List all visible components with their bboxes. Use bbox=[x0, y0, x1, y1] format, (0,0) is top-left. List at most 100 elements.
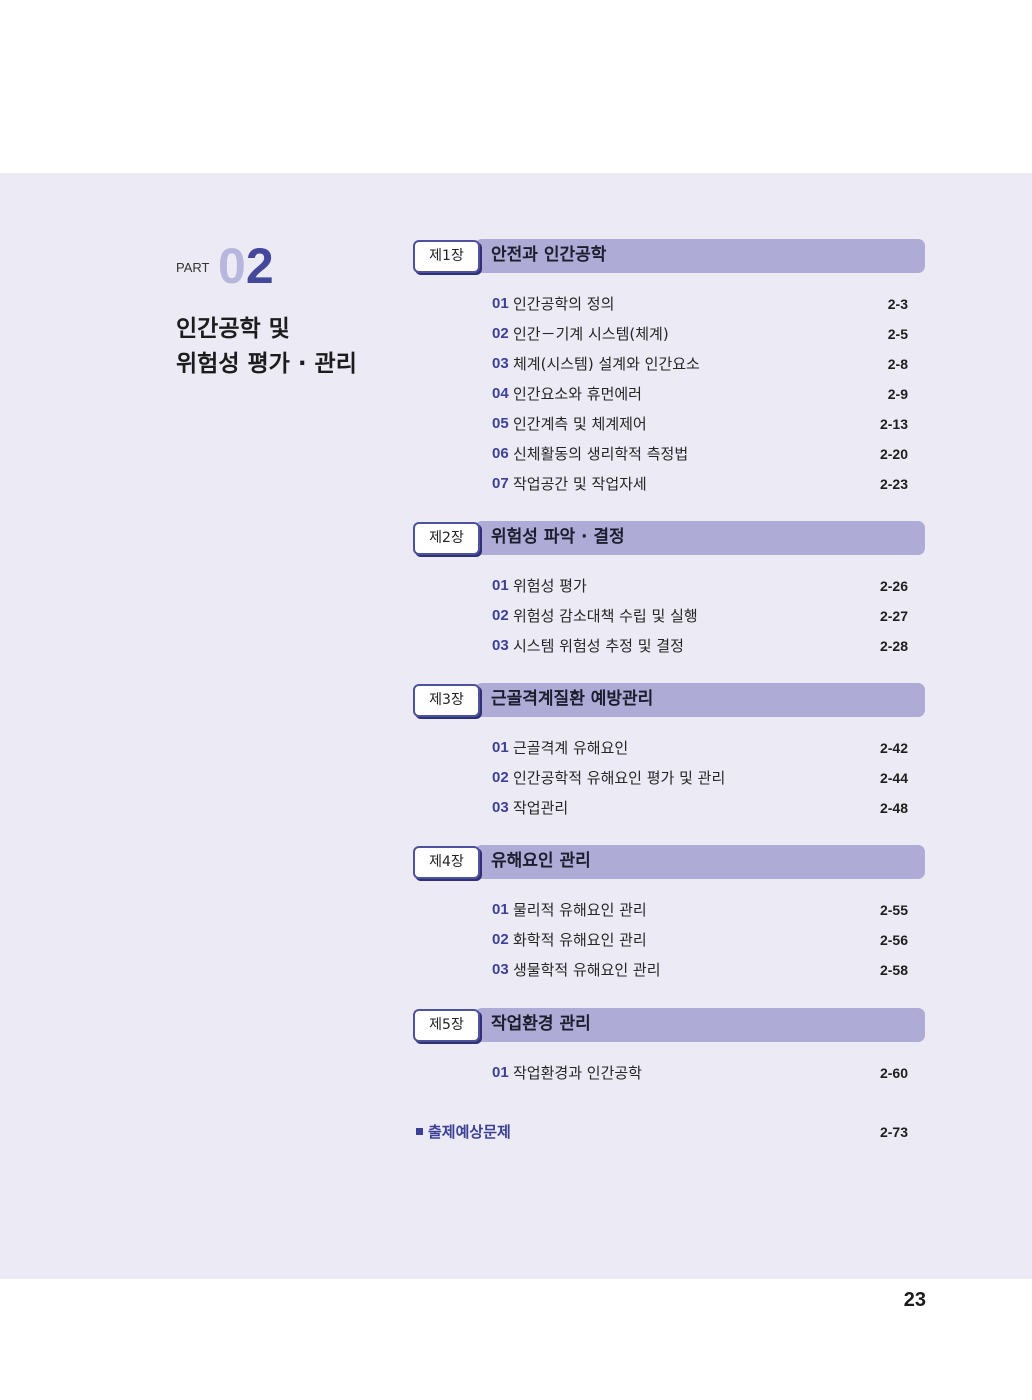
chapter-badge: 제5장 bbox=[413, 1009, 480, 1042]
item-number: 01 bbox=[492, 901, 509, 918]
part-number-second-digit: 2 bbox=[245, 238, 274, 294]
item-page: 2-3 bbox=[887, 296, 908, 312]
toc-item[interactable]: 02 인간공학적 유해요인 평가 및 관리 2-44 bbox=[492, 767, 910, 789]
toc-item[interactable]: 02 화학적 유해요인 관리 2-56 bbox=[492, 929, 910, 951]
chapter-header-4[interactable]: 제4장 유해요인 관리 bbox=[413, 845, 925, 879]
part-title: 인간공학 및 위험성 평가 · 관리 bbox=[176, 312, 357, 382]
toc-item[interactable]: 01 물리적 유해요인 관리 2-55 bbox=[492, 899, 910, 921]
item-page: 2-58 bbox=[879, 962, 908, 978]
toc-item[interactable]: 07 작업공간 및 작업자세 2-23 bbox=[492, 473, 910, 495]
chapter-badge: 제1장 bbox=[413, 240, 480, 273]
chapter-bar bbox=[475, 845, 925, 879]
item-number: 01 bbox=[492, 1064, 509, 1081]
item-title: 인간요소와 휴먼에러 bbox=[513, 385, 642, 403]
item-number: 02 bbox=[492, 931, 509, 948]
item-title: 인간공학적 유해요인 평가 및 관리 bbox=[513, 769, 726, 787]
part-number: 02 bbox=[218, 236, 274, 296]
item-page: 2-27 bbox=[879, 608, 908, 624]
chapter-header-5[interactable]: 제5장 작업환경 관리 bbox=[413, 1008, 925, 1042]
toc-item[interactable]: 03 작업관리 2-48 bbox=[492, 797, 910, 819]
toc-item[interactable]: 01 작업환경과 인간공학 2-60 bbox=[492, 1062, 910, 1084]
item-title: 시스템 위험성 추정 및 결정 bbox=[513, 637, 684, 655]
item-number: 02 bbox=[492, 607, 509, 624]
item-page: 2-5 bbox=[887, 326, 908, 342]
chapter-badge: 제2장 bbox=[413, 522, 480, 555]
practice-problems-label: 출제예상문제 bbox=[428, 1123, 511, 1141]
chapter-header-2[interactable]: 제2장 위험성 파악 · 결정 bbox=[413, 521, 925, 555]
toc-item[interactable]: 06 신체활동의 생리학적 측정법 2-20 bbox=[492, 443, 910, 465]
square-bullet-icon bbox=[416, 1128, 423, 1135]
item-number: 03 bbox=[492, 355, 509, 372]
item-page: 2-9 bbox=[887, 386, 908, 402]
item-page: 2-48 bbox=[879, 800, 908, 816]
chapter-title: 근골격계질환 예방관리 bbox=[491, 689, 654, 709]
content-panel bbox=[0, 173, 1032, 1279]
chapter-title: 위험성 파악 · 결정 bbox=[491, 527, 625, 547]
part-title-line1: 인간공학 및 bbox=[176, 316, 290, 342]
item-title: 작업환경과 인간공학 bbox=[513, 1064, 642, 1082]
item-title: 근골격계 유해요인 bbox=[513, 739, 629, 757]
part-title-line2: 위험성 평가 · 관리 bbox=[176, 351, 357, 377]
toc-item[interactable]: 02 위험성 감소대책 수립 및 실행 2-27 bbox=[492, 605, 910, 627]
part-number-first-digit: 0 bbox=[218, 238, 246, 294]
item-title: 생물학적 유해요인 관리 bbox=[513, 961, 661, 979]
part-label: PART bbox=[176, 260, 210, 275]
item-page: 2-56 bbox=[879, 932, 908, 948]
toc-item[interactable]: 01 인간공학의 정의 2-3 bbox=[492, 293, 910, 315]
item-page: 2-20 bbox=[879, 446, 908, 462]
item-number: 01 bbox=[492, 577, 509, 594]
chapter-bar bbox=[475, 683, 925, 717]
chapter-header-3[interactable]: 제3장 근골격계질환 예방관리 bbox=[413, 683, 925, 717]
toc-item[interactable]: 04 인간요소와 휴먼에러 2-9 bbox=[492, 383, 910, 405]
item-title: 위험성 평가 bbox=[513, 577, 587, 595]
item-number: 02 bbox=[492, 769, 509, 786]
practice-problems-entry[interactable]: 출제예상문제 2-73 bbox=[416, 1121, 910, 1143]
toc-item[interactable]: 03 체계(시스템) 설계와 인간요소 2-8 bbox=[492, 353, 910, 375]
item-number: 02 bbox=[492, 325, 509, 342]
page-number: 23 bbox=[903, 1289, 926, 1311]
item-title: 인간계측 및 체계제어 bbox=[513, 415, 647, 433]
item-title: 작업공간 및 작업자세 bbox=[513, 475, 647, 493]
item-title: 작업관리 bbox=[513, 799, 569, 817]
item-number: 03 bbox=[492, 799, 509, 816]
item-number: 06 bbox=[492, 445, 509, 462]
item-title: 위험성 감소대책 수립 및 실행 bbox=[513, 607, 698, 625]
item-number: 03 bbox=[492, 637, 509, 654]
item-page: 2-42 bbox=[879, 740, 908, 756]
item-page: 2-44 bbox=[879, 770, 908, 786]
item-title: 체계(시스템) 설계와 인간요소 bbox=[513, 355, 700, 373]
item-page: 2-60 bbox=[879, 1065, 908, 1081]
toc-item[interactable]: 02 인간－기계 시스템(체계) 2-5 bbox=[492, 323, 910, 345]
chapter-badge: 제4장 bbox=[413, 846, 480, 879]
item-number: 03 bbox=[492, 961, 509, 978]
item-number: 04 bbox=[492, 385, 509, 402]
practice-problems-page: 2-73 bbox=[879, 1124, 908, 1140]
chapter-bar bbox=[475, 239, 925, 273]
item-title: 인간－기계 시스템(체계) bbox=[513, 325, 669, 343]
item-page: 2-28 bbox=[879, 638, 908, 654]
toc-item[interactable]: 01 근골격계 유해요인 2-42 bbox=[492, 737, 910, 759]
item-title: 신체활동의 생리학적 측정법 bbox=[513, 445, 689, 463]
item-title: 물리적 유해요인 관리 bbox=[513, 901, 647, 919]
toc-item[interactable]: 05 인간계측 및 체계제어 2-13 bbox=[492, 413, 910, 435]
chapter-badge: 제3장 bbox=[413, 684, 480, 717]
chapter-title: 안전과 인간공학 bbox=[491, 245, 607, 265]
item-title: 인간공학의 정의 bbox=[513, 295, 615, 313]
item-number: 01 bbox=[492, 295, 509, 312]
item-page: 2-8 bbox=[887, 356, 908, 372]
chapter-header-1[interactable]: 제1장 안전과 인간공학 bbox=[413, 239, 925, 273]
item-page: 2-26 bbox=[879, 578, 908, 594]
item-number: 07 bbox=[492, 475, 509, 492]
item-title: 화학적 유해요인 관리 bbox=[513, 931, 647, 949]
chapter-title: 유해요인 관리 bbox=[491, 851, 591, 871]
chapter-title: 작업환경 관리 bbox=[491, 1014, 591, 1034]
chapter-bar bbox=[475, 521, 925, 555]
item-number: 05 bbox=[492, 415, 509, 432]
toc-item[interactable]: 03 시스템 위험성 추정 및 결정 2-28 bbox=[492, 635, 910, 657]
item-page: 2-13 bbox=[879, 416, 908, 432]
item-page: 2-55 bbox=[879, 902, 908, 918]
chapter-bar bbox=[475, 1008, 925, 1042]
toc-item[interactable]: 03 생물학적 유해요인 관리 2-58 bbox=[492, 959, 910, 981]
toc-item[interactable]: 01 위험성 평가 2-26 bbox=[492, 575, 910, 597]
item-number: 01 bbox=[492, 739, 509, 756]
